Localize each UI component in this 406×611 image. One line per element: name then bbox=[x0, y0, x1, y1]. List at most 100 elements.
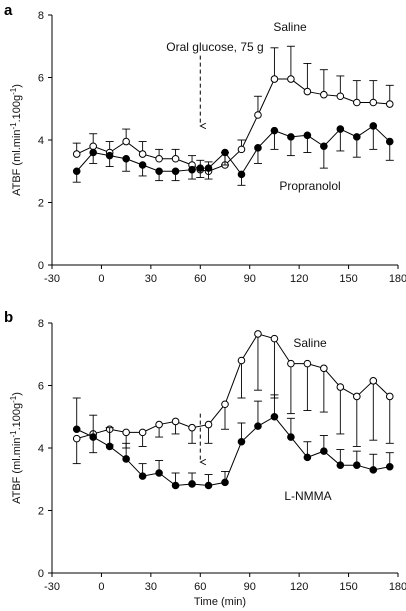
data-point bbox=[303, 87, 312, 96]
data-point bbox=[89, 148, 97, 157]
data-point bbox=[155, 420, 163, 429]
data-point bbox=[72, 167, 81, 176]
y-tick-label-a: 6 bbox=[38, 73, 44, 85]
data-point bbox=[237, 145, 246, 154]
data-point bbox=[303, 131, 312, 140]
series-line-propranolol-a bbox=[76, 125, 391, 176]
y-tick-label-a: 8 bbox=[38, 10, 44, 22]
x-tick-label-a: 150 bbox=[339, 273, 357, 285]
data-point bbox=[138, 150, 147, 158]
data-point bbox=[254, 422, 262, 430]
panel-b: b ATBF (ml.min-1.100g-1) Time (min) Sali… bbox=[4, 309, 332, 608]
data-point bbox=[188, 423, 196, 432]
panel-b-xlabel: Time (min) bbox=[194, 596, 246, 608]
y-tick-label-a: 2 bbox=[38, 198, 44, 210]
y-tick-label-b: 0 bbox=[38, 568, 44, 580]
x-tick-label-a: 0 bbox=[98, 273, 104, 285]
data-point bbox=[171, 417, 180, 426]
data-point bbox=[204, 481, 213, 490]
data-point bbox=[188, 165, 196, 174]
data-point bbox=[105, 442, 114, 451]
data-point bbox=[287, 133, 295, 141]
data-point bbox=[385, 137, 394, 146]
data-point bbox=[72, 434, 81, 443]
data-point bbox=[89, 142, 97, 151]
data-point bbox=[221, 400, 229, 409]
data-point bbox=[320, 447, 328, 455]
data-point bbox=[369, 122, 378, 130]
data-point bbox=[320, 364, 328, 373]
y-tick-label-a: 4 bbox=[38, 135, 44, 147]
data-point bbox=[303, 359, 312, 368]
data-point bbox=[221, 478, 229, 487]
data-point bbox=[171, 154, 180, 163]
data-point bbox=[320, 90, 328, 99]
data-point bbox=[320, 142, 328, 151]
panel-letter-a: a bbox=[4, 2, 13, 19]
y-tick-label-b: 2 bbox=[38, 506, 44, 518]
x-tick-label-b: 120 bbox=[290, 581, 308, 593]
data-point bbox=[353, 98, 361, 107]
legend-label-saline-b: Saline bbox=[293, 336, 327, 350]
data-point bbox=[336, 125, 345, 133]
data-point bbox=[122, 455, 130, 463]
data-point bbox=[138, 428, 147, 437]
series-saline-a bbox=[72, 45, 394, 176]
x-tick-label-b: 150 bbox=[339, 581, 357, 593]
data-point bbox=[336, 383, 345, 391]
data-point bbox=[336, 92, 345, 101]
panel-letter-b: b bbox=[4, 309, 13, 326]
annotation-oral-glucose: Oral glucose, 75 g bbox=[166, 40, 263, 54]
y-tick-label-b: 6 bbox=[38, 381, 44, 393]
data-point bbox=[237, 170, 246, 179]
x-tick-label-a: 120 bbox=[290, 273, 308, 285]
x-tick-label-a: -30 bbox=[44, 273, 60, 285]
data-point bbox=[385, 462, 394, 471]
data-point bbox=[204, 164, 213, 172]
data-point bbox=[138, 161, 147, 169]
x-tick-label-b: 90 bbox=[244, 581, 256, 593]
data-point bbox=[254, 144, 262, 152]
data-point bbox=[287, 75, 295, 83]
data-point bbox=[72, 150, 81, 158]
data-point bbox=[336, 461, 345, 469]
x-tick-label-b: 60 bbox=[194, 581, 206, 593]
panel-a: a ATBF (ml.min-1.100g-1) Oral glucose, 7… bbox=[4, 2, 341, 196]
data-point bbox=[287, 433, 295, 441]
x-tick-label-b: 180 bbox=[389, 581, 406, 593]
legend-label-propranolol: Propranolol bbox=[279, 179, 340, 193]
legend-label-saline-a: Saline bbox=[273, 20, 307, 34]
x-tick-label-b: 0 bbox=[98, 581, 104, 593]
series-line-l-nmma-b bbox=[76, 416, 390, 487]
y-tick-label-b: 4 bbox=[38, 443, 44, 455]
panel-b-ylabel: ATBF (ml.min-1.100g-1) bbox=[9, 392, 24, 504]
data-point bbox=[270, 126, 279, 135]
data-point bbox=[171, 481, 180, 490]
data-point bbox=[122, 137, 130, 146]
data-point bbox=[254, 111, 262, 119]
data-point bbox=[270, 334, 279, 343]
data-point bbox=[353, 461, 361, 469]
panel-a-ylabel: ATBF (ml.min-1.100g-1) bbox=[9, 84, 24, 196]
data-point bbox=[138, 472, 147, 480]
data-point bbox=[196, 164, 205, 172]
data-point bbox=[369, 466, 378, 474]
data-point bbox=[122, 428, 130, 437]
legend-label-l-nmma: L-NMMA bbox=[284, 489, 331, 503]
data-point bbox=[353, 133, 361, 141]
data-point bbox=[204, 420, 213, 429]
y-tick-label-b: 8 bbox=[38, 318, 44, 330]
data-point bbox=[385, 100, 394, 108]
x-tick-label-a: 180 bbox=[389, 273, 406, 285]
data-point bbox=[155, 167, 163, 176]
data-point bbox=[270, 75, 279, 83]
data-point bbox=[353, 392, 361, 401]
data-point bbox=[287, 359, 295, 368]
data-point bbox=[369, 98, 378, 107]
series-saline-b bbox=[72, 330, 394, 465]
y-tick-label-a: 0 bbox=[38, 260, 44, 272]
data-point bbox=[89, 433, 97, 441]
data-point bbox=[369, 377, 378, 385]
